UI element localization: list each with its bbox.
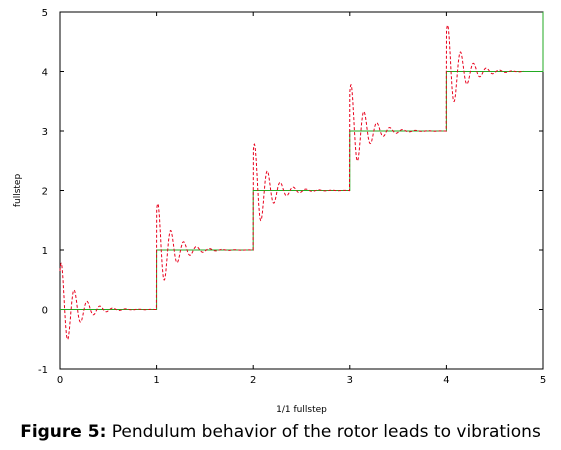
y-tick-label: 2 bbox=[42, 187, 48, 198]
chart: 0 1 2 3 4 5 -1 0 1 2 3 4 5 1/1 fullstep fullstep bbox=[13, 8, 546, 415]
y-axis-label: fullstep bbox=[13, 174, 23, 208]
y-tick-label: 3 bbox=[42, 127, 48, 138]
rotor-response-line bbox=[59, 24, 524, 341]
x-axis: 0 1 2 3 4 5 bbox=[57, 12, 546, 386]
reference-step-series bbox=[60, 12, 544, 310]
y-tick-label: 1 bbox=[42, 246, 48, 257]
x-tick-label: 5 bbox=[540, 375, 546, 386]
caption-text: Pendulum behavior of the rotor leads to … bbox=[106, 422, 541, 442]
y-axis: -1 0 1 2 3 4 5 bbox=[38, 8, 543, 376]
y-tick-label: -1 bbox=[38, 365, 48, 376]
x-tick-label: 4 bbox=[443, 375, 449, 386]
y-tick-label: 0 bbox=[42, 306, 48, 317]
x-tick-label: 3 bbox=[347, 375, 353, 386]
x-tick-label: 0 bbox=[57, 375, 63, 386]
figure-caption: Figure 5: Pendulum behavior of the rotor… bbox=[0, 422, 561, 442]
y-tick-label: 5 bbox=[42, 8, 48, 19]
x-tick-label: 2 bbox=[250, 375, 256, 386]
caption-label: Figure 5: bbox=[20, 422, 107, 442]
x-axis-label: 1/1 fullstep bbox=[276, 405, 327, 415]
rotor-response-series bbox=[59, 24, 524, 341]
reference-step-line bbox=[60, 12, 544, 310]
y-tick-label: 4 bbox=[42, 68, 48, 79]
x-tick-label: 1 bbox=[153, 375, 159, 386]
